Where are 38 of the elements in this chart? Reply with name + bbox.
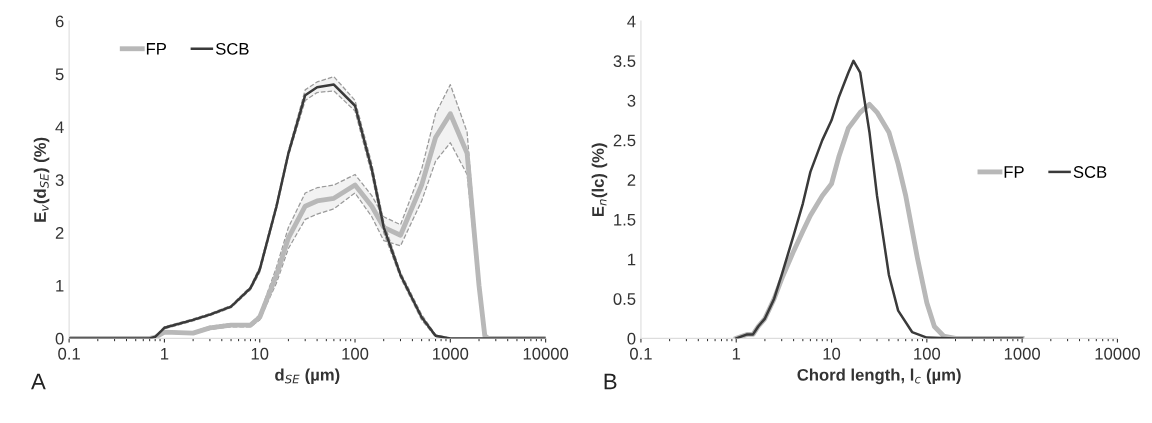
x-tick-label: 1 bbox=[161, 348, 169, 360]
legend-label: FP bbox=[1004, 166, 1024, 178]
x-tick-label: 0.1 bbox=[630, 347, 652, 360]
y-tick-label: 4 bbox=[55, 121, 64, 133]
y-tick-label: 2 bbox=[627, 174, 636, 186]
y-tick-label: 2 bbox=[55, 227, 64, 239]
x-axis-title: Chord length, l$_{c}$ (µm) bbox=[797, 368, 961, 385]
x-tick-label: 1 bbox=[732, 348, 741, 360]
y-tick-label: 3.5 bbox=[613, 55, 636, 68]
y-tick-label: 1 bbox=[56, 280, 64, 292]
legend-label: SCB bbox=[1073, 166, 1107, 178]
y-tick-label: 4 bbox=[627, 15, 636, 28]
text: A bbox=[31, 373, 46, 390]
x-tick-label: 1000 bbox=[433, 347, 469, 360]
x-axis-title: d$_{SE}$ (µm) bbox=[275, 368, 340, 385]
y-tick-label: 5 bbox=[55, 68, 64, 81]
x-tick-label: 100 bbox=[914, 347, 941, 360]
x-tick-label: 10000 bbox=[523, 347, 569, 360]
x-tick-label: 1000 bbox=[1004, 347, 1041, 360]
y-tick-label: 2.5 bbox=[613, 134, 636, 147]
y-axis-title: E$_{v}$(d$_{SE}$) (%) bbox=[33, 137, 50, 222]
x-tick-label: 100 bbox=[342, 347, 369, 360]
x-tick-label: 10 bbox=[823, 347, 841, 360]
y-tick-label: 0 bbox=[627, 332, 636, 345]
y-axis-title: E$_{n}$(lc) (%) bbox=[591, 143, 608, 217]
y-tick-label: 0.5 bbox=[613, 293, 636, 305]
y-tick-label: 3 bbox=[55, 174, 64, 186]
legend-label: FP bbox=[146, 43, 166, 55]
y-tick-label: 1 bbox=[628, 253, 636, 266]
y-tick-label: 0 bbox=[55, 332, 64, 345]
y-tick-label: 6 bbox=[55, 15, 64, 28]
x-tick-label: 10 bbox=[251, 347, 269, 360]
y-tick-label: 3 bbox=[627, 94, 636, 107]
x-tick-label: 10000 bbox=[1095, 347, 1140, 360]
text: B bbox=[604, 373, 617, 390]
legend-label: SCB bbox=[215, 42, 249, 55]
y-tick-label: 1.5 bbox=[614, 214, 636, 226]
x-tick-label: 0.1 bbox=[58, 347, 80, 360]
